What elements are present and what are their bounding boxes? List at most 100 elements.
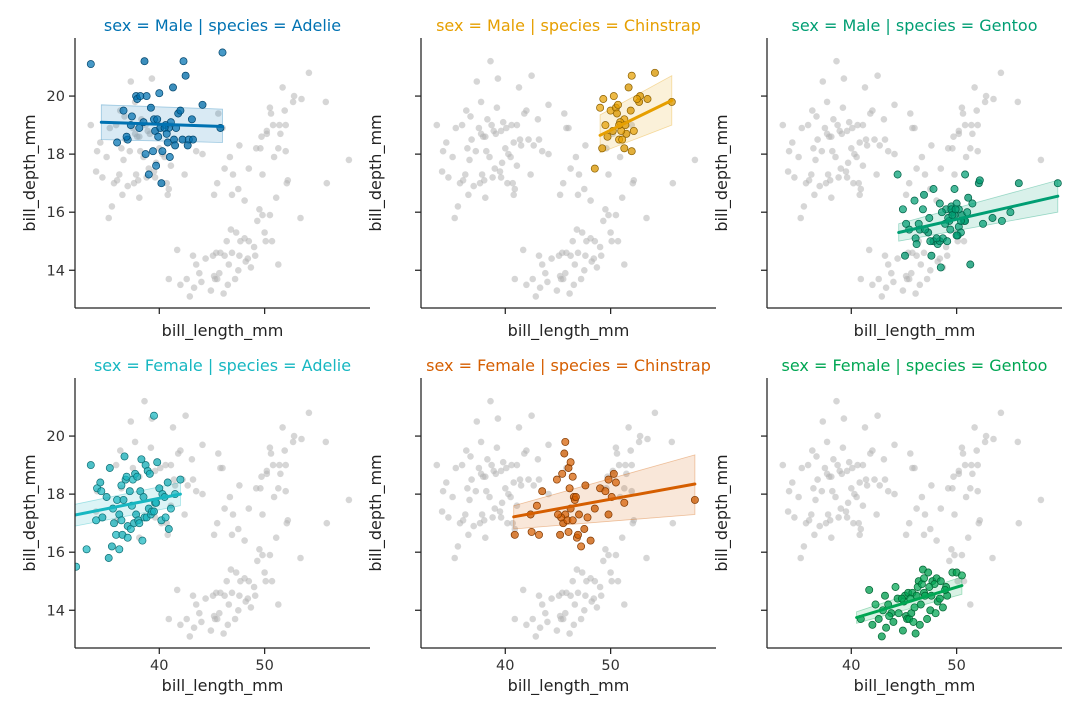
background-point xyxy=(199,441,206,449)
data-point xyxy=(925,583,934,591)
background-point xyxy=(147,444,155,452)
data-point xyxy=(120,452,129,461)
background-point xyxy=(259,551,266,559)
data-point xyxy=(650,68,659,77)
background-point xyxy=(493,104,501,111)
background-point xyxy=(591,237,599,245)
background-point xyxy=(519,246,527,254)
data-point xyxy=(916,600,925,609)
background-point xyxy=(873,511,880,518)
background-point xyxy=(542,269,549,277)
background-point xyxy=(496,508,504,515)
background-point xyxy=(855,179,862,187)
background-point xyxy=(184,482,191,489)
background-point xyxy=(958,104,966,111)
background-point xyxy=(228,531,236,539)
background-point xyxy=(618,534,626,541)
background-point xyxy=(572,153,580,161)
background-point xyxy=(508,121,515,129)
background-point xyxy=(515,84,523,91)
data-point xyxy=(125,487,134,496)
background-point xyxy=(779,461,787,469)
background-point xyxy=(258,133,265,140)
background-point xyxy=(452,124,460,132)
background-point xyxy=(269,461,277,469)
background-point xyxy=(483,147,490,155)
background-point xyxy=(129,464,137,472)
background-point xyxy=(971,424,978,431)
data-point xyxy=(968,199,977,208)
background-point xyxy=(785,487,793,495)
background-point xyxy=(937,165,945,172)
background-point xyxy=(544,618,551,626)
background-point xyxy=(305,69,313,77)
background-point xyxy=(810,145,817,152)
background-point xyxy=(913,252,920,259)
data-point xyxy=(535,530,543,539)
background-point xyxy=(473,418,481,425)
background-point xyxy=(127,418,135,425)
background-point xyxy=(216,269,223,277)
background-point xyxy=(215,450,222,457)
data-point xyxy=(119,106,128,115)
background-point xyxy=(968,461,975,469)
background-point xyxy=(830,116,837,123)
background-point xyxy=(247,264,255,271)
background-point xyxy=(596,583,604,591)
background-point xyxy=(227,226,235,233)
y-tick-label: 16 xyxy=(47,205,65,221)
background-point xyxy=(829,147,836,155)
background-point xyxy=(475,124,483,132)
background-point xyxy=(266,211,274,219)
background-point xyxy=(628,487,635,495)
background-point xyxy=(516,136,524,143)
background-point xyxy=(454,543,462,550)
background-point xyxy=(477,438,485,446)
background-point xyxy=(971,84,978,91)
background-point xyxy=(235,525,242,533)
data-point xyxy=(158,147,167,156)
data-point xyxy=(149,147,157,156)
data-point xyxy=(566,458,575,467)
background-point xyxy=(87,121,95,129)
background-point xyxy=(798,124,806,132)
background-point xyxy=(837,505,845,512)
background-point xyxy=(912,290,919,297)
background-point xyxy=(916,281,924,289)
background-point xyxy=(509,519,516,527)
background-point xyxy=(530,142,537,149)
background-point xyxy=(438,508,446,515)
background-point xyxy=(241,537,248,544)
background-point xyxy=(162,461,169,469)
background-point xyxy=(167,461,175,469)
background-point xyxy=(567,592,574,599)
background-point xyxy=(497,174,505,181)
background-point xyxy=(888,269,895,277)
background-point xyxy=(605,171,612,178)
background-point xyxy=(621,485,628,492)
background-point xyxy=(911,464,918,472)
background-point xyxy=(614,577,622,585)
background-point xyxy=(532,293,540,300)
background-point xyxy=(192,147,200,155)
background-point xyxy=(891,150,898,158)
data-point xyxy=(556,530,565,539)
background-point xyxy=(231,615,239,623)
background-point xyxy=(256,206,263,213)
background-point xyxy=(164,191,171,199)
background-point xyxy=(969,130,976,138)
background-point xyxy=(854,461,861,469)
background-point xyxy=(189,592,197,599)
background-point xyxy=(504,179,511,187)
background-point xyxy=(890,278,897,286)
background-point xyxy=(482,534,489,541)
background-point xyxy=(484,116,491,123)
background-point xyxy=(267,450,275,457)
background-point xyxy=(826,177,834,184)
data-point xyxy=(137,455,146,464)
background-point xyxy=(459,177,467,184)
background-point xyxy=(458,121,466,129)
background-point xyxy=(795,153,802,161)
background-point xyxy=(451,214,459,222)
background-point xyxy=(566,630,573,637)
